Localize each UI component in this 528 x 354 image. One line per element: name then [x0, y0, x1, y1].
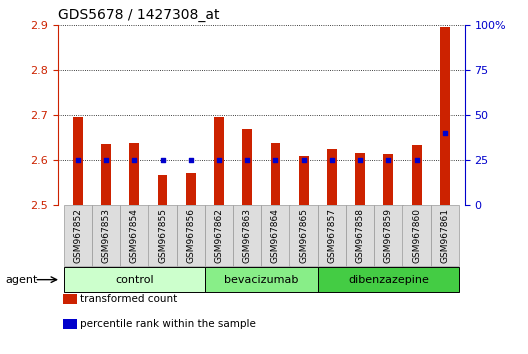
Point: [243, 157, 251, 163]
Text: transformed count: transformed count: [80, 294, 177, 304]
Bar: [157, 175, 167, 205]
Point: [441, 130, 449, 136]
Bar: [440, 27, 450, 205]
Text: GSM967859: GSM967859: [384, 208, 393, 263]
Bar: [355, 153, 365, 205]
Point: [158, 157, 167, 163]
Bar: [242, 130, 252, 205]
Point: [356, 157, 364, 163]
Text: GDS5678 / 1427308_at: GDS5678 / 1427308_at: [58, 8, 220, 22]
Point: [412, 157, 421, 163]
Text: GSM967855: GSM967855: [158, 208, 167, 263]
Bar: [383, 154, 393, 205]
Point: [328, 157, 336, 163]
Point: [215, 157, 223, 163]
Text: dibenzazepine: dibenzazepine: [348, 275, 429, 285]
Text: agent: agent: [5, 275, 37, 285]
Point: [299, 157, 308, 163]
Text: GSM967853: GSM967853: [101, 208, 110, 263]
Bar: [101, 144, 111, 205]
Text: GSM967865: GSM967865: [299, 208, 308, 263]
Point: [102, 157, 110, 163]
Text: GSM967864: GSM967864: [271, 208, 280, 263]
Point: [271, 157, 280, 163]
Point: [73, 157, 82, 163]
Text: percentile rank within the sample: percentile rank within the sample: [80, 319, 256, 329]
Text: GSM967854: GSM967854: [130, 208, 139, 263]
Bar: [327, 149, 337, 205]
Bar: [129, 143, 139, 205]
Text: GSM967860: GSM967860: [412, 208, 421, 263]
Bar: [214, 117, 224, 205]
Text: GSM967857: GSM967857: [327, 208, 336, 263]
Bar: [73, 117, 83, 205]
Text: GSM967861: GSM967861: [440, 208, 449, 263]
Bar: [299, 156, 309, 205]
Point: [384, 157, 393, 163]
Text: GSM967863: GSM967863: [243, 208, 252, 263]
Text: GSM967862: GSM967862: [214, 208, 223, 263]
Text: GSM967858: GSM967858: [356, 208, 365, 263]
Bar: [186, 173, 196, 205]
Bar: [270, 143, 280, 205]
Text: bevacizumab: bevacizumab: [224, 275, 298, 285]
Text: GSM967856: GSM967856: [186, 208, 195, 263]
Bar: [412, 145, 421, 205]
Text: control: control: [115, 275, 154, 285]
Point: [186, 157, 195, 163]
Point: [130, 157, 138, 163]
Text: GSM967852: GSM967852: [73, 208, 82, 263]
